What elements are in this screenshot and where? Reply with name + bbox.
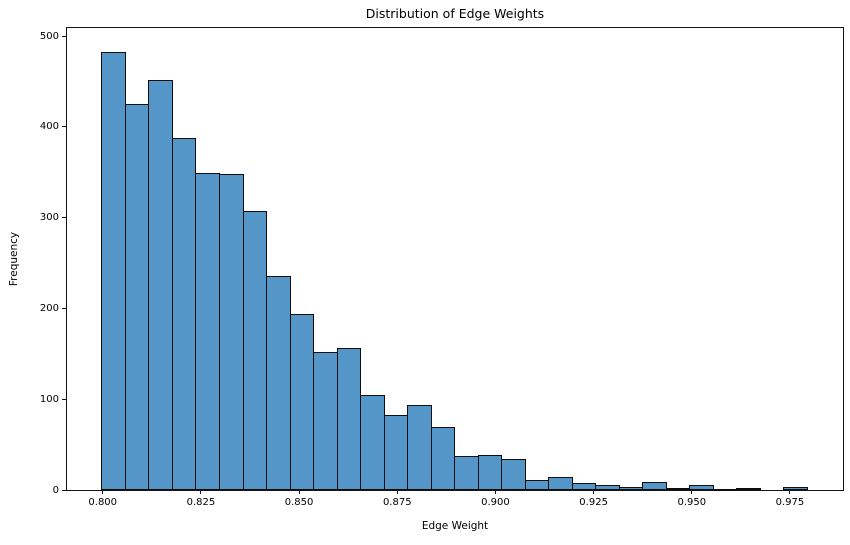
y-tick <box>62 35 66 37</box>
histogram-bar <box>524 479 550 490</box>
x-tick <box>200 490 202 494</box>
x-tick-label: 0.975 <box>775 497 805 508</box>
histogram-bar <box>571 483 597 490</box>
y-axis-label: Frequency <box>8 231 20 287</box>
histogram-bar <box>219 173 244 490</box>
chart-title: Distribution of Edge Weights <box>365 6 545 21</box>
x-axis-label: Edge Weight <box>421 520 489 532</box>
y-tick <box>62 217 66 219</box>
x-tick-label: 0.950 <box>677 497 707 508</box>
x-tick <box>298 490 300 494</box>
y-tick-label: 400 <box>39 121 59 133</box>
x-tick-label: 0.900 <box>481 497 510 508</box>
histogram-bar <box>477 455 503 490</box>
y-tick <box>62 307 66 309</box>
x-tick <box>593 490 595 494</box>
histogram-bar <box>736 487 761 490</box>
histogram-bar <box>642 482 667 490</box>
histogram-bar <box>195 172 220 490</box>
histogram-bar <box>712 488 738 491</box>
histogram-bar <box>289 314 315 490</box>
histogram-bar <box>171 138 197 490</box>
histogram-bar <box>689 484 714 490</box>
y-tick <box>62 126 66 128</box>
y-tick-label: 0 <box>52 484 59 496</box>
histogram-bar <box>360 395 385 490</box>
x-tick-label: 0.800 <box>88 497 118 508</box>
x-tick-label: 0.875 <box>382 497 412 508</box>
x-tick <box>691 490 693 494</box>
x-tick-label: 0.825 <box>186 497 216 508</box>
histogram-bar <box>407 405 432 490</box>
x-tick <box>396 490 398 494</box>
histogram-bar <box>101 52 126 490</box>
histogram-bar <box>454 455 479 490</box>
histogram-bar <box>242 210 267 490</box>
histogram-bar <box>313 351 338 490</box>
x-tick <box>102 490 104 494</box>
histogram-bar <box>148 80 173 490</box>
plot-area <box>66 27 844 491</box>
y-tick <box>62 489 66 491</box>
y-tick-label: 300 <box>39 212 59 224</box>
y-tick <box>62 398 66 400</box>
y-tick-label: 100 <box>39 393 59 405</box>
y-tick-label: 200 <box>39 302 59 314</box>
histogram-bar <box>336 347 362 490</box>
histogram-bar <box>266 276 291 490</box>
histogram-bar <box>618 486 644 490</box>
y-tick-label: 500 <box>39 30 59 42</box>
x-tick <box>494 490 496 494</box>
histogram-bar <box>430 426 456 490</box>
histogram-bar <box>501 458 526 490</box>
x-tick-label: 0.925 <box>579 497 608 508</box>
histogram-bar <box>124 103 150 490</box>
histogram-bar <box>383 415 409 490</box>
histogram-bar <box>595 484 620 490</box>
histogram-bar <box>548 476 573 490</box>
x-tick-label: 0.850 <box>284 497 314 508</box>
histogram-bar <box>783 486 808 490</box>
x-tick <box>789 490 791 494</box>
histogram-bar <box>665 487 691 490</box>
